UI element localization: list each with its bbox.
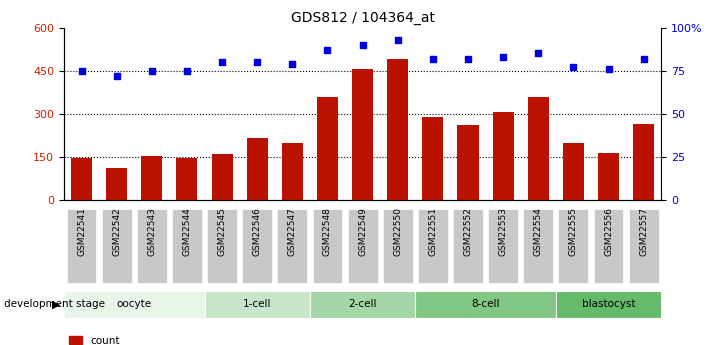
- Bar: [598, 152, 619, 200]
- Bar: [387, 59, 408, 200]
- Bar: [247, 138, 268, 200]
- Legend: count, percentile rank within the sample: count, percentile rank within the sample: [69, 336, 266, 345]
- Bar: [415, 291, 556, 318]
- Bar: [282, 142, 303, 200]
- Text: ▶: ▶: [52, 299, 60, 309]
- Bar: [313, 209, 343, 283]
- Bar: [556, 291, 661, 318]
- Text: 8-cell: 8-cell: [471, 299, 500, 309]
- Point: [76, 68, 87, 73]
- Point: [357, 42, 368, 48]
- Point: [287, 61, 298, 67]
- Point: [392, 37, 403, 42]
- Bar: [310, 291, 415, 318]
- Point: [427, 56, 439, 61]
- Text: GSM22548: GSM22548: [323, 207, 332, 256]
- Text: GSM22551: GSM22551: [428, 207, 437, 256]
- Bar: [106, 168, 127, 200]
- Bar: [141, 156, 162, 200]
- Bar: [563, 142, 584, 200]
- Point: [567, 65, 579, 70]
- Bar: [71, 158, 92, 200]
- Text: GSM22556: GSM22556: [604, 207, 613, 256]
- Point: [322, 47, 333, 53]
- Text: GSM22555: GSM22555: [569, 207, 578, 256]
- Bar: [242, 209, 272, 283]
- Bar: [277, 209, 307, 283]
- Bar: [453, 209, 483, 283]
- Text: 1-cell: 1-cell: [243, 299, 272, 309]
- Text: GSM22553: GSM22553: [498, 207, 508, 256]
- Bar: [493, 112, 513, 200]
- Text: GSM22550: GSM22550: [393, 207, 402, 256]
- Bar: [633, 124, 654, 200]
- Text: blastocyst: blastocyst: [582, 299, 636, 309]
- Bar: [594, 209, 624, 283]
- Text: development stage: development stage: [4, 299, 105, 309]
- Bar: [488, 209, 518, 283]
- Text: GSM22545: GSM22545: [218, 207, 227, 256]
- Bar: [137, 209, 167, 283]
- Bar: [457, 125, 479, 200]
- Point: [252, 59, 263, 65]
- Text: GSM22546: GSM22546: [252, 207, 262, 256]
- Bar: [523, 209, 553, 283]
- Point: [181, 68, 193, 73]
- Text: GSM22541: GSM22541: [77, 207, 86, 256]
- Text: GSM22557: GSM22557: [639, 207, 648, 256]
- Text: GSM22552: GSM22552: [464, 207, 473, 256]
- Bar: [422, 117, 444, 200]
- Bar: [528, 97, 549, 200]
- Bar: [176, 158, 198, 200]
- Point: [216, 59, 228, 65]
- Title: GDS812 / 104364_at: GDS812 / 104364_at: [291, 11, 434, 25]
- Text: 2-cell: 2-cell: [348, 299, 377, 309]
- Point: [533, 51, 544, 56]
- Bar: [102, 209, 132, 283]
- Bar: [207, 209, 237, 283]
- Text: GSM22543: GSM22543: [147, 207, 156, 256]
- Text: GSM22544: GSM22544: [183, 207, 191, 256]
- Bar: [383, 209, 412, 283]
- Point: [498, 54, 509, 60]
- Bar: [317, 97, 338, 200]
- Bar: [352, 69, 373, 200]
- Text: GSM22549: GSM22549: [358, 207, 367, 256]
- Bar: [348, 209, 378, 283]
- Text: GSM22547: GSM22547: [288, 207, 297, 256]
- Point: [111, 73, 122, 79]
- Point: [146, 68, 158, 73]
- Bar: [205, 291, 310, 318]
- Bar: [64, 291, 205, 318]
- Bar: [67, 209, 97, 283]
- Text: GSM22542: GSM22542: [112, 207, 121, 256]
- Point: [462, 56, 474, 61]
- Text: GSM22554: GSM22554: [534, 207, 542, 256]
- Bar: [629, 209, 658, 283]
- Point: [603, 66, 614, 72]
- Point: [638, 56, 649, 61]
- Bar: [212, 154, 232, 200]
- Text: oocyte: oocyte: [117, 299, 152, 309]
- Bar: [558, 209, 588, 283]
- Bar: [172, 209, 202, 283]
- Bar: [418, 209, 448, 283]
